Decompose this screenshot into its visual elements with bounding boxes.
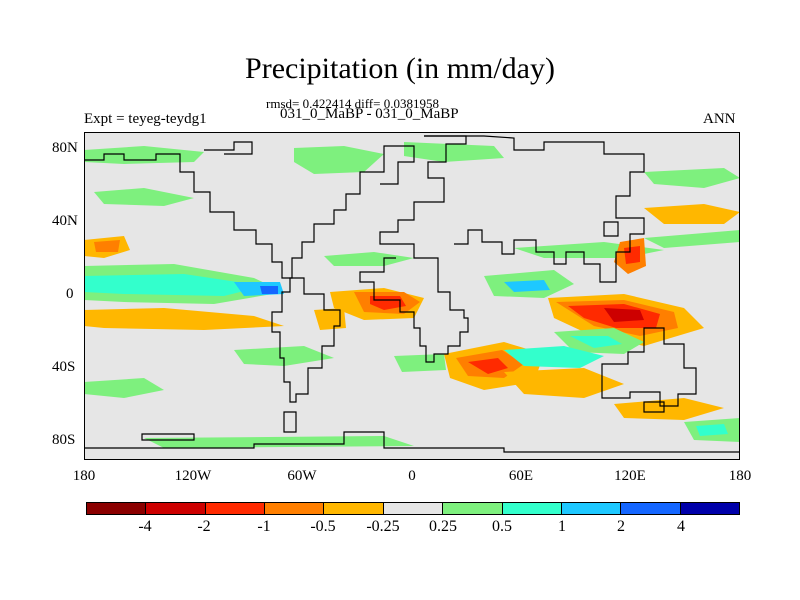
anomaly-negative xyxy=(504,368,624,398)
colorbar-label: -1 xyxy=(257,518,271,535)
coastline xyxy=(424,135,645,283)
anomaly-positive xyxy=(94,188,194,206)
coastline xyxy=(84,145,415,279)
colorbar xyxy=(86,502,740,515)
colorbar-swatch xyxy=(443,503,503,514)
y-tick-label: 80S xyxy=(52,432,76,448)
anomaly-positive xyxy=(84,274,264,296)
coastline xyxy=(283,411,297,433)
anomaly-negative xyxy=(624,246,640,264)
y-tick-label: 80N xyxy=(52,140,78,156)
anomaly-negative xyxy=(644,204,740,224)
anomaly-field xyxy=(84,142,740,448)
anomaly-positive xyxy=(294,146,384,174)
coastline xyxy=(601,327,697,407)
colorbar-label: 4 xyxy=(677,518,685,535)
y-tick-label: 40N xyxy=(52,213,78,229)
colorbar-label: 0.25 xyxy=(429,518,457,535)
colorbar-label: -0.5 xyxy=(310,518,336,535)
anomaly-positive xyxy=(504,280,550,292)
anomaly-positive xyxy=(260,286,278,294)
stats-line: rmsd= 0.422414 diff= 0.0381958 xyxy=(266,96,439,111)
x-tick-label: 60W xyxy=(287,468,317,484)
colorbar-label: -2 xyxy=(197,518,211,535)
season-label: ANN xyxy=(703,111,736,127)
coastline xyxy=(603,221,619,237)
coastline xyxy=(84,431,740,453)
x-tick-label: 120W xyxy=(174,468,212,484)
colorbar-swatch xyxy=(205,503,266,514)
anomaly-positive xyxy=(394,354,446,372)
experiment-label: Expt = teyeg-teydg1 xyxy=(84,111,207,127)
y-tick-label: 40S xyxy=(52,359,76,375)
anomaly-positive xyxy=(84,146,204,164)
anomaly-negative xyxy=(94,240,120,252)
anomaly-negative xyxy=(604,308,644,322)
x-tick-label: 0 xyxy=(408,468,416,484)
colorbar-swatch xyxy=(680,503,739,514)
anomaly-positive xyxy=(696,424,728,436)
x-tick-label: 60E xyxy=(508,468,534,484)
coastline xyxy=(359,135,469,363)
coastline xyxy=(271,277,341,403)
anomaly-positive xyxy=(644,168,740,188)
anomaly-negative xyxy=(84,308,284,330)
anomaly-positive xyxy=(144,436,414,448)
coastline xyxy=(141,433,195,441)
colorbar-swatch xyxy=(324,503,384,514)
colorbar-label: 0.5 xyxy=(492,518,512,535)
anomaly-negative xyxy=(614,398,724,420)
anomaly-positive xyxy=(84,378,164,398)
anomaly-positive xyxy=(234,346,334,366)
anomaly-positive xyxy=(644,230,740,248)
colorbar-label: 2 xyxy=(617,518,625,535)
precipitation-map xyxy=(84,132,740,460)
colorbar-swatch xyxy=(383,503,444,514)
colorbar-swatch xyxy=(265,503,325,514)
colorbar-swatch xyxy=(87,503,147,514)
anomaly-negative xyxy=(468,358,508,374)
anomaly-positive xyxy=(570,336,622,348)
colorbar-label: -4 xyxy=(138,518,152,535)
colorbar-swatch xyxy=(502,503,562,514)
chart-title: Precipitation (in mm/day) xyxy=(245,52,555,85)
colorbar-swatch xyxy=(561,503,622,514)
anomaly-positive xyxy=(324,252,414,266)
colorbar-swatch xyxy=(621,503,681,514)
anomaly-negative xyxy=(314,308,346,330)
coastline xyxy=(643,401,665,413)
colorbar-label: 1 xyxy=(558,518,566,535)
map-frame xyxy=(84,132,740,460)
x-tick-label: 180 xyxy=(72,468,96,484)
x-tick-label: 120E xyxy=(614,468,646,484)
anomaly-positive xyxy=(504,346,604,368)
colorbar-swatch xyxy=(146,503,206,514)
coastline xyxy=(204,141,253,155)
colorbar-label: -0.25 xyxy=(366,518,400,535)
anomaly-positive xyxy=(404,142,504,162)
x-tick-label: 180 xyxy=(728,468,752,484)
y-tick-label: 0 xyxy=(66,286,74,302)
periods-line: 031_0_MaBP - 031_0_MaBP xyxy=(280,106,459,122)
continent-outlines xyxy=(84,135,740,453)
